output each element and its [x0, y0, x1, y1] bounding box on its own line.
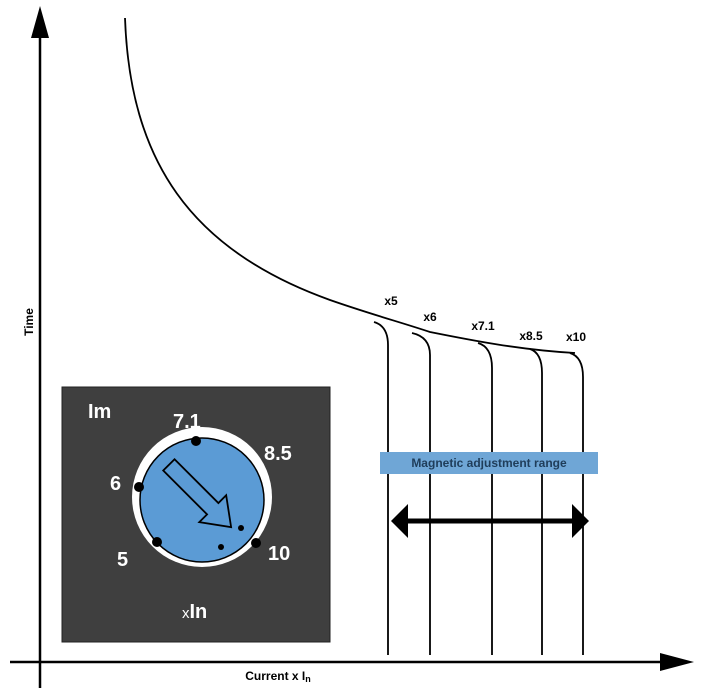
range-label-box	[380, 452, 598, 474]
curve-label-x7.1: x7.1	[471, 319, 495, 333]
curve-x5	[373, 321, 389, 655]
dial-panel: Im 5 6 7.1 8.5 10 xIn	[61, 386, 331, 643]
dial-label-6: 6	[110, 473, 121, 495]
axes	[10, 6, 694, 688]
dial-label-7.1: 7.1	[173, 411, 201, 433]
range-arrow-right	[572, 504, 589, 538]
adjustment-range: Magnetic adjustment range	[380, 452, 598, 538]
trip-curves	[124, 17, 584, 655]
curve-label-x6: x6	[423, 310, 437, 324]
dial-setting-labels: 5 6 7.1 8.5 10	[110, 411, 292, 571]
x-axis-label-sub: n	[305, 674, 311, 684]
dial-unit-prefix: x	[182, 605, 190, 622]
x-axis-arrow	[660, 653, 694, 671]
dial-dot-7.1	[191, 436, 201, 446]
dial-dot-pointer-b	[218, 544, 224, 550]
dial-dot-pointer-a	[238, 525, 244, 531]
curve-labels: x5 x6 x7.1 x8.5 x10	[384, 294, 586, 344]
dial-unit-main: In	[190, 601, 208, 623]
dial-label-5: 5	[117, 549, 128, 571]
x-axis-label: Current x In	[245, 669, 311, 684]
curve-x8.5	[529, 348, 543, 655]
curve-label-x5: x5	[384, 294, 398, 308]
curve-x10	[569, 352, 584, 655]
curve-x7.1	[477, 342, 493, 655]
range-label: Magnetic adjustment range	[411, 456, 567, 470]
dial-label-10: 10	[268, 543, 290, 565]
dial-pointer-arrow	[161, 457, 233, 529]
curve-label-x10: x10	[566, 330, 586, 344]
dial-dot-5	[152, 537, 162, 547]
inverse-time-curve	[124, 17, 576, 354]
curve-x6	[411, 332, 431, 655]
x-axis-label-main: Current x I	[245, 669, 305, 683]
dial-label-8.5: 8.5	[264, 443, 292, 465]
y-axis-arrow	[31, 6, 49, 38]
range-arrow-left	[391, 504, 408, 538]
dial-dot-6	[134, 482, 144, 492]
curve-label-x8.5: x8.5	[519, 329, 543, 343]
dial-title: Im	[88, 401, 111, 423]
y-axis-label: Time	[22, 308, 36, 336]
dial-unit-label: xIn	[182, 601, 207, 623]
dial-dot-10	[251, 538, 261, 548]
dial-setting-dots	[134, 436, 261, 550]
